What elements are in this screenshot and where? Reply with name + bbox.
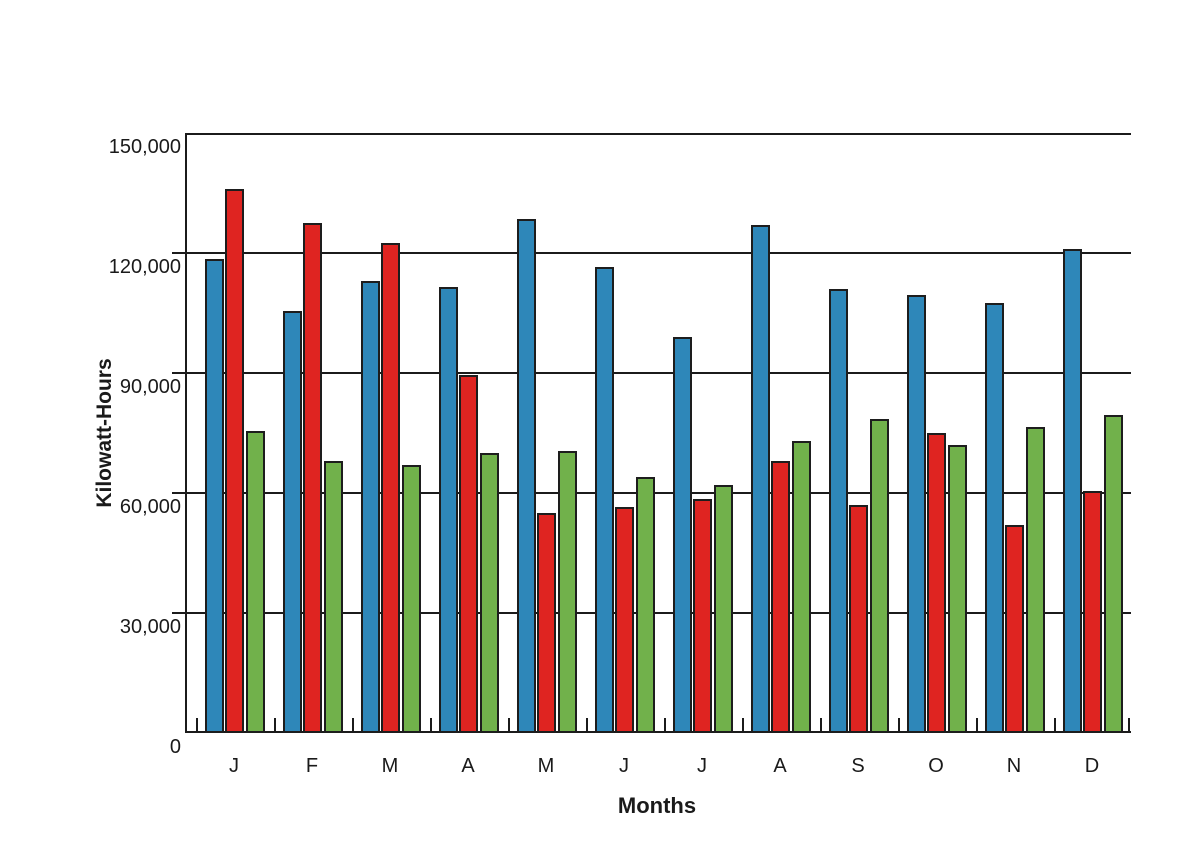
x-tick-label-10-O: O xyxy=(928,755,944,777)
bar-3-M-series-blue xyxy=(361,281,380,733)
bar-12-D-series-green xyxy=(1104,415,1123,733)
bar-11-N-series-green xyxy=(1026,427,1045,733)
x-tick-label-3-M: M xyxy=(381,755,399,777)
gridline-90000 xyxy=(185,372,1131,374)
plot-area xyxy=(172,133,1131,733)
bar-9-S-series-green xyxy=(870,419,889,733)
y-axis-line xyxy=(185,133,187,733)
gridline-30000 xyxy=(185,612,1131,614)
x-tick-label-4-A: A xyxy=(461,755,475,777)
bar-10-O-series-blue xyxy=(907,295,926,733)
x-tick-mark xyxy=(976,718,978,731)
gridline-120000 xyxy=(185,252,1131,254)
bar-3-M-series-green xyxy=(402,465,421,733)
x-tick-mark xyxy=(1128,718,1130,731)
bar-5-M-series-blue xyxy=(517,219,536,733)
bar-6-J-series-green xyxy=(636,477,655,733)
x-tick-mark xyxy=(508,718,510,731)
y-tick-label-90000: 90,000 xyxy=(119,376,181,398)
y-tick-mark xyxy=(172,372,185,374)
x-tick-label-9-S: S xyxy=(851,755,865,777)
x-tick-label-5-M: M xyxy=(537,755,555,777)
bar-2-F-series-blue xyxy=(283,311,302,733)
bar-6-J-series-blue xyxy=(595,267,614,733)
bar-1-J-series-green xyxy=(246,431,265,733)
bar-2-F-series-red xyxy=(303,223,322,733)
x-axis-line xyxy=(185,731,1131,733)
bar-8-A-series-blue xyxy=(751,225,770,733)
x-tick-mark xyxy=(586,718,588,731)
bar-4-A-series-red xyxy=(459,375,478,733)
gridline-60000 xyxy=(185,492,1131,494)
x-tick-mark xyxy=(820,718,822,731)
bar-9-S-series-blue xyxy=(829,289,848,733)
bar-8-A-series-red xyxy=(771,461,790,733)
y-tick-label-30000: 30,000 xyxy=(119,616,181,638)
bar-5-M-series-green xyxy=(558,451,577,733)
x-tick-label-8-A: A xyxy=(773,755,787,777)
y-tick-label-150000: 150,000 xyxy=(108,136,181,158)
bar-1-J-series-blue xyxy=(205,259,224,733)
bar-5-M-series-red xyxy=(537,513,556,733)
y-tick-mark xyxy=(172,252,185,254)
bar-2-F-series-green xyxy=(324,461,343,733)
y-tick-label-0: 0 xyxy=(169,736,181,758)
y-tick-label-60000: 60,000 xyxy=(119,496,181,518)
bar-7-J-series-green xyxy=(714,485,733,733)
x-tick-label-7-J: J xyxy=(697,755,707,777)
x-tick-label-11-N: N xyxy=(1006,755,1022,777)
bar-7-J-series-red xyxy=(693,499,712,733)
bar-8-A-series-green xyxy=(792,441,811,733)
bar-12-D-series-red xyxy=(1083,491,1102,733)
bar-1-J-series-red xyxy=(225,189,244,733)
x-tick-mark xyxy=(352,718,354,731)
x-tick-label-2-F: F xyxy=(305,755,319,777)
y-tick-mark xyxy=(172,612,185,614)
x-tick-mark xyxy=(196,718,198,731)
x-tick-mark xyxy=(664,718,666,731)
x-tick-mark xyxy=(898,718,900,731)
bar-11-N-series-blue xyxy=(985,303,1004,733)
x-tick-label-12-D: D xyxy=(1084,755,1100,777)
x-axis-title: Months xyxy=(617,793,697,818)
bar-10-O-series-red xyxy=(927,433,946,733)
x-tick-mark xyxy=(1054,718,1056,731)
x-tick-mark xyxy=(274,718,276,731)
x-tick-mark xyxy=(742,718,744,731)
bar-11-N-series-red xyxy=(1005,525,1024,733)
x-tick-label-6-J: J xyxy=(619,755,629,777)
y-tick-mark xyxy=(172,492,185,494)
gridline-150000 xyxy=(185,133,1131,135)
x-tick-mark xyxy=(430,718,432,731)
y-tick-label-120000: 120,000 xyxy=(108,256,181,278)
bar-3-M-series-red xyxy=(381,243,400,733)
bar-10-O-series-green xyxy=(948,445,967,733)
bar-9-S-series-red xyxy=(849,505,868,733)
bar-12-D-series-blue xyxy=(1063,249,1082,733)
bar-7-J-series-blue xyxy=(673,337,692,733)
y-axis-tick-labels: 150,000 120,000 90,000 60,000 30,000 0 xyxy=(40,133,181,758)
x-tick-label-1-J: J xyxy=(229,755,239,777)
bar-6-J-series-red xyxy=(615,507,634,733)
bar-4-A-series-blue xyxy=(439,287,458,733)
bar-4-A-series-green xyxy=(480,453,499,733)
